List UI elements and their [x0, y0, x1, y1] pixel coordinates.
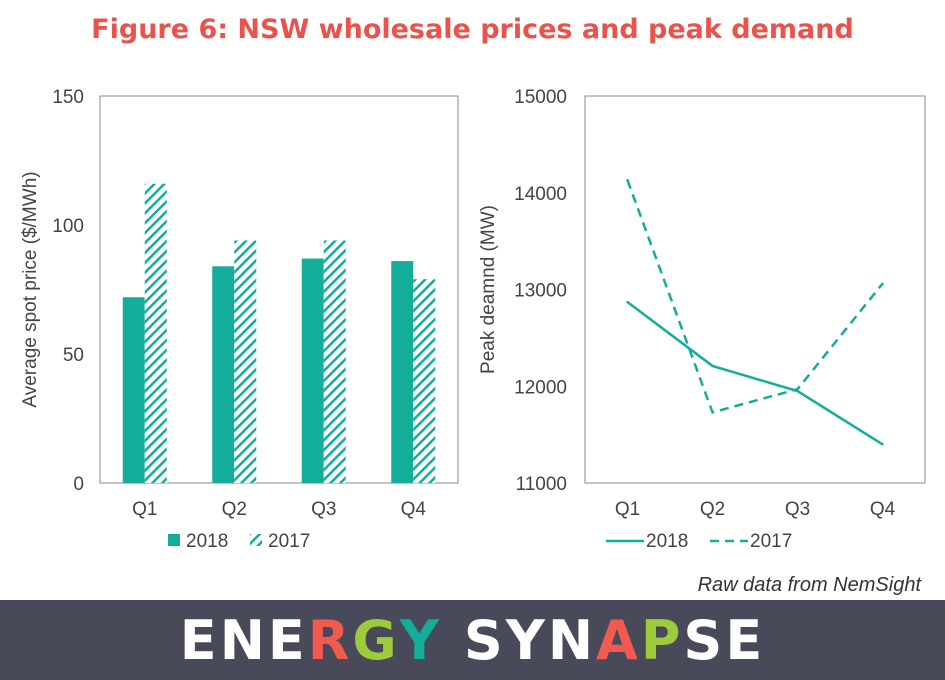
y-tick-label-1: 50	[63, 345, 84, 366]
point-2017-Q4	[881, 282, 884, 285]
point-2017-Q1	[626, 178, 629, 182]
legend-label-2017: 2017	[268, 531, 310, 552]
x-tick-label-1: Q2	[700, 499, 725, 520]
bar-2017-Q1	[144, 183, 167, 483]
charts-canvas: 0 50 100 150 Average spot price ($/MWh) Q1 Q2 Q…	[20, 87, 926, 552]
y-tick-label-3: 14000	[514, 184, 567, 205]
y-axis-label: Peak deamnd (MW)	[478, 205, 499, 374]
logo-letter: P	[640, 608, 684, 672]
y-tick-label-4: 15000	[514, 87, 567, 108]
bar-2018-Q3	[301, 258, 324, 483]
x-tick-label-2: Q3	[311, 499, 336, 520]
legend-label-2017: 2017	[750, 531, 792, 552]
point-2018-Q4	[881, 443, 884, 446]
point-2018-Q2	[711, 364, 714, 368]
point-2017-Q2	[711, 411, 714, 414]
logo-letter: A	[596, 608, 641, 672]
x-tick-label-0: Q1	[132, 499, 157, 520]
x-tick-label-3: Q4	[870, 499, 896, 520]
bar-2017-Q2	[234, 240, 257, 483]
source-note: Raw data from NemSight	[697, 574, 921, 596]
logo-letter: E	[267, 608, 308, 672]
y-axis-label: Average spot price ($/MWh)	[20, 171, 41, 407]
y-tick-label-2: 13000	[514, 281, 567, 302]
chart-title: Figure 6: NSW wholesale prices and peak …	[91, 14, 854, 45]
legend-swatch-2018	[168, 534, 180, 546]
line-series-2017	[626, 179, 884, 414]
plot-area-frame	[584, 95, 926, 484]
x-tick-label-0: Q1	[615, 499, 640, 520]
legend-label-2018: 2018	[186, 531, 228, 552]
y-tick-label-0: 11000	[516, 474, 567, 495]
bar-2017-Q3	[323, 240, 346, 483]
logo-letter: S	[463, 608, 506, 672]
y-tick-label-2: 100	[52, 216, 84, 237]
logo-letter: G	[352, 608, 400, 672]
demand-line-chart: 11000 12000 13000 14000 15000 Peak deamnd (MW…	[478, 87, 926, 552]
line-series-2018	[626, 301, 884, 446]
y-tick-label-3: 150	[52, 87, 84, 108]
point-2017-Q3	[796, 387, 799, 391]
point-2018-Q1	[626, 300, 629, 304]
x-tick-label-1: Q2	[222, 499, 247, 520]
y-tick-label-0: 0	[73, 474, 84, 495]
bar-2018-Q2	[212, 266, 235, 483]
x-tick-label-3: Q4	[401, 499, 427, 520]
bar-2018-Q4	[391, 261, 414, 483]
y-tick-label-1: 12000	[514, 377, 567, 398]
legend-swatch-2017	[250, 534, 262, 546]
logo-letter: N	[547, 608, 597, 672]
logo-letter: Y	[399, 608, 442, 672]
logo-letter: N	[219, 608, 268, 672]
bar-2018-Q1	[122, 297, 145, 483]
logo-letter: R	[307, 608, 353, 672]
logo-letter: E	[179, 608, 220, 672]
x-tick-label-2: Q3	[785, 499, 810, 520]
logo-letter: Y	[505, 608, 548, 672]
plot-area-frame	[99, 95, 459, 484]
price-bar-chart: 0 50 100 150 Average spot price ($/MWh) Q1 Q2 Q…	[20, 87, 459, 552]
logo-letter: E	[725, 608, 766, 672]
logo-letter: S	[683, 608, 726, 672]
bar-2017-Q4	[413, 279, 436, 483]
legend-label-2018: 2018	[646, 531, 688, 552]
